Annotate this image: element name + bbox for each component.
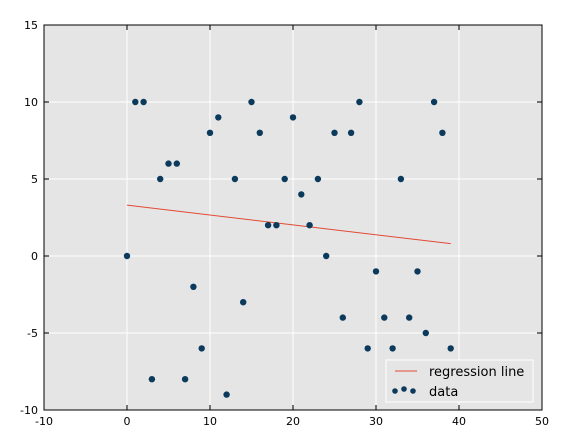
legend: regression line data	[385, 359, 534, 403]
data-point-16	[256, 129, 263, 136]
data-point-19	[281, 175, 288, 183]
legend-label-1: data	[429, 385, 458, 400]
data-point-12	[223, 391, 230, 398]
data-point-0	[123, 252, 131, 260]
data-point-36	[422, 329, 429, 337]
data-point-17	[264, 222, 272, 229]
regression-line	[126, 204, 451, 245]
data-point-25	[331, 129, 338, 136]
data-point-23	[314, 175, 322, 183]
y-tick-label-2: 0	[31, 250, 38, 263]
axis-ticks: -10 0 10 20 30 40 50 -10 -5 0 5 10 15	[20, 19, 549, 428]
data-point-29	[364, 345, 371, 352]
data-point-32	[389, 345, 396, 352]
data-point-4	[157, 175, 164, 183]
data-point-15	[248, 98, 255, 106]
data-point-33	[397, 175, 405, 183]
data-point-24	[323, 252, 330, 260]
y-tick-label-4: 10	[24, 96, 38, 109]
plot-frame	[43, 24, 543, 411]
y-tick-label-0: -10	[20, 404, 38, 417]
data-point-39	[447, 345, 454, 352]
data-point-38	[439, 129, 446, 136]
data-point-10	[206, 129, 214, 136]
data-point-7	[181, 376, 189, 383]
data-point-14	[240, 299, 247, 306]
x-tick-label-3: 20	[286, 415, 300, 428]
data-point-37	[430, 98, 438, 106]
x-tick-label-4: 30	[369, 415, 383, 428]
x-tick-label-5: 40	[452, 415, 466, 428]
y-tick-label-5: 15	[24, 19, 38, 32]
data-point-35	[414, 268, 421, 275]
legend-point-swatch-2	[401, 386, 407, 392]
y-tick-label-1: -5	[27, 327, 38, 340]
x-tick-label-1: 0	[124, 415, 131, 428]
x-tick-label-6: 50	[535, 415, 549, 428]
data-point-21	[298, 191, 305, 198]
data-point-6	[173, 160, 180, 167]
data-point-8	[190, 283, 197, 290]
legend-label-0: regression line	[429, 365, 524, 380]
data-point-3	[148, 376, 156, 383]
series-layer	[123, 98, 454, 398]
x-tick-label-2: 10	[203, 415, 217, 428]
data-point-20	[289, 114, 297, 121]
data-point-30	[372, 268, 380, 275]
data-point-2	[140, 98, 147, 106]
data-point-11	[215, 114, 222, 121]
data-point-18	[273, 222, 280, 229]
data-point-9	[198, 345, 205, 352]
data-point-28	[356, 98, 363, 106]
legend-point-swatch-3	[410, 388, 416, 394]
data-point-26	[339, 314, 346, 321]
data-point-22	[306, 222, 313, 229]
data-point-34	[406, 314, 413, 321]
legend-point-swatch-1	[392, 388, 398, 394]
data-point-13	[231, 175, 239, 183]
data-point-31	[381, 314, 388, 321]
x-tick-label-0: -10	[35, 415, 53, 428]
legend-box	[385, 359, 534, 403]
data-point-27	[347, 129, 355, 136]
data-point-5	[165, 160, 172, 167]
y-tick-label-3: 5	[31, 173, 38, 186]
data-point-1	[132, 98, 139, 106]
